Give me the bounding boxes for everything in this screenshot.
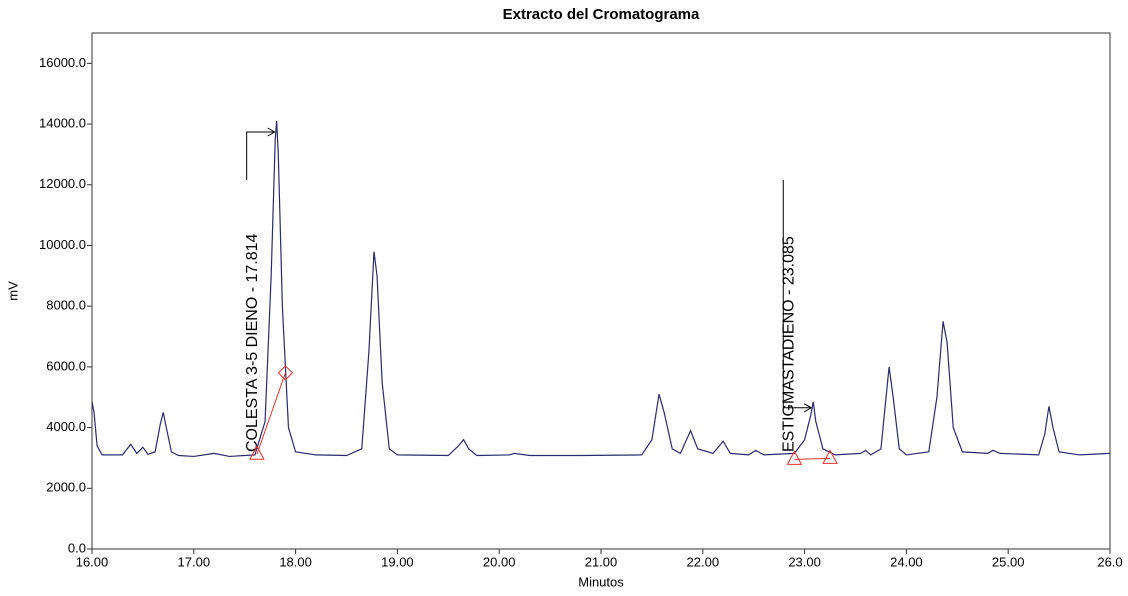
chart-title: Extracto del Cromatograma (503, 6, 700, 23)
x-tick-label: 25.00 (992, 554, 1025, 569)
y-tick-label: 2000.0 (46, 480, 86, 495)
baseline-marker (822, 449, 838, 464)
y-tick-label: 0.0 (68, 540, 86, 555)
trace (91, 120, 1111, 458)
y-tick-label: 8000.0 (46, 298, 86, 313)
x-tick-label: 23.00 (788, 554, 821, 569)
baseline-marker (249, 445, 265, 460)
x-axis-label: Minutos (578, 574, 624, 589)
peak-connector (782, 180, 813, 413)
x-tick-label: 21.00 (585, 554, 618, 569)
x-tick-label: 22.00 (687, 554, 720, 569)
peak-label: ESTIGMASTADIENO - 23.085 (780, 236, 797, 452)
x-tick-label: 20.00 (483, 554, 516, 569)
baseline (256, 372, 286, 455)
peak-connector (246, 127, 276, 180)
y-tick-label: 14000.0 (39, 115, 86, 130)
baseline (794, 457, 831, 460)
y-axis-label: mV (5, 281, 20, 301)
baseline-marker (277, 365, 294, 381)
y-tick-label: 10000.0 (39, 237, 86, 252)
x-tick-label: 24.00 (890, 554, 923, 569)
y-tick-label: 4000.0 (46, 419, 86, 434)
y-tick-label: 16000.0 (39, 55, 86, 70)
peak-label: COLESTA 3-5 DIENO - 17.814 (244, 233, 261, 452)
baseline-marker (786, 450, 803, 465)
x-tick-label: 18.00 (279, 554, 312, 569)
x-tick-label: 26.0 (1097, 554, 1122, 569)
x-tick-label: 19.00 (381, 554, 414, 569)
y-tick-label: 12000.0 (39, 176, 86, 191)
y-tick-label: 6000.0 (46, 358, 86, 373)
x-tick-label: 17.00 (178, 554, 211, 569)
x-tick-label: 16.00 (76, 554, 109, 569)
